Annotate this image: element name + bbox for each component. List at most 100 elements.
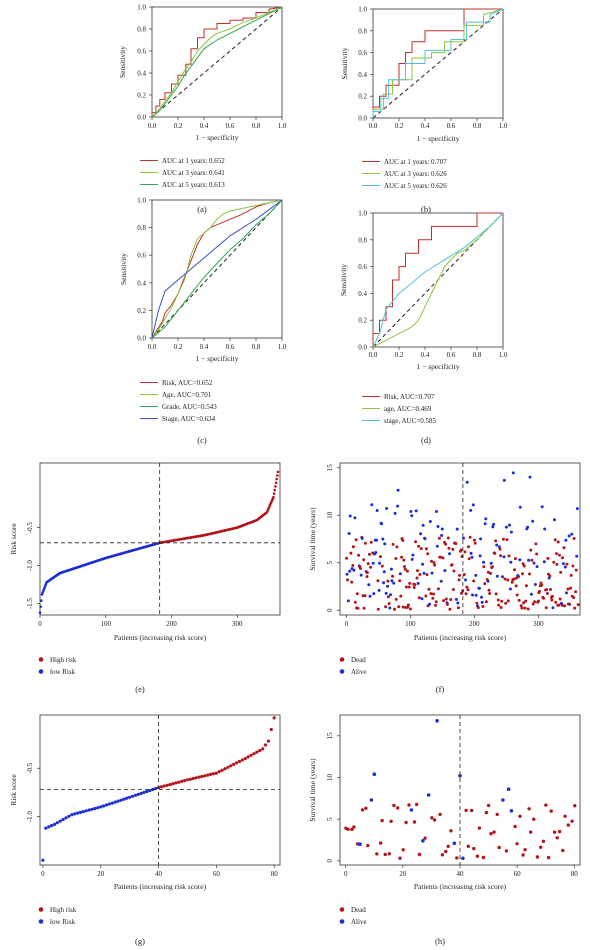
y-tick-label: 0.0: [137, 114, 146, 122]
legend-label: AUC at 5 years: 0.626: [384, 182, 447, 190]
dead-point: [426, 552, 430, 556]
legend-label: Grade, AUC=0.543: [162, 403, 217, 411]
alive-point: [471, 593, 474, 597]
alive-point: [383, 542, 387, 546]
dead-point: [412, 820, 417, 824]
high-risk-point: [246, 755, 250, 759]
dead-point: [558, 597, 562, 601]
x-tick-label: 200: [469, 620, 480, 628]
dead-point: [436, 587, 440, 591]
dead-point: [432, 592, 435, 596]
dead-point: [430, 559, 433, 563]
high-risk-point: [243, 756, 247, 761]
alive-point: [518, 558, 522, 562]
dead-point: [379, 841, 383, 845]
dead-point: [455, 856, 459, 860]
low-risk-point: [90, 807, 94, 811]
alive-point: [377, 588, 381, 592]
low-risk-point: [130, 794, 135, 798]
dead-point: [562, 546, 566, 550]
alive-point: [389, 567, 393, 571]
dead-point: [503, 577, 507, 581]
alive-point: [410, 557, 414, 561]
alive-point: [414, 509, 418, 513]
alive-point: [421, 839, 425, 843]
dead-point: [472, 579, 476, 583]
dead-point: [438, 812, 442, 817]
y-tick-label: 0.6: [358, 263, 367, 271]
dead-point: [561, 848, 565, 853]
dead-point: [498, 547, 502, 551]
dead-point: [555, 552, 558, 556]
panel-g: 0 20 40 60 80 -1.0 -0.5 Patients (increasing ri…: [9, 714, 281, 946]
x-tick-label: 0.4: [421, 351, 430, 359]
low-risk-point: [84, 809, 88, 813]
dead-point: [513, 568, 516, 572]
dead-point: [432, 818, 437, 822]
dead-point: [472, 538, 476, 542]
alive-point: [535, 565, 539, 569]
alive-point: [381, 537, 385, 541]
dead-point: [576, 603, 580, 607]
dead-point: [402, 558, 406, 562]
dead-point: [392, 803, 396, 808]
dead-point: [465, 585, 469, 589]
high-risk-point: [206, 773, 210, 777]
y-tick-label: 15: [326, 464, 334, 472]
dead-point: [400, 555, 404, 559]
panel-d: 0.0 0.2 0.4 0.6 0.8 1.0 0.0 0.2 0.4 0.6 0.8 1.0 1 − …: [339, 210, 508, 446]
alive-point: [474, 593, 478, 597]
high-risk-point: [237, 759, 242, 764]
alive-point: [360, 536, 364, 540]
y-tick-label: -1.0: [26, 560, 34, 572]
alive-point: [436, 525, 440, 528]
dead-point: [555, 836, 559, 840]
x-axis-label: Patients (increasing risk score): [114, 633, 207, 642]
high-risk-point: [269, 727, 273, 732]
roc-curve-1: [372, 212, 503, 347]
dead-point: [386, 595, 390, 599]
dead-point: [549, 809, 553, 813]
x-tick-label: 100: [405, 620, 416, 628]
x-tick-label: 0.0: [148, 343, 157, 351]
alive-point: [452, 841, 457, 846]
legend-label: low Risk: [50, 918, 76, 926]
y-tick-label: 10: [326, 774, 334, 782]
alive-point: [374, 551, 378, 554]
dead-point: [468, 535, 472, 539]
dead-point: [472, 846, 476, 851]
alive-point: [352, 568, 356, 572]
dead-point: [531, 602, 535, 606]
dead-point: [424, 594, 428, 598]
low-risk-point: [76, 811, 80, 815]
legend-label: Risk, AUC=0.652: [162, 379, 213, 387]
x-tick-label: 0.6: [447, 122, 456, 130]
dead-point: [535, 552, 539, 556]
panel-caption: (d): [421, 435, 431, 445]
legend-label: AUC at 1 years: 0.707: [384, 158, 447, 166]
dead-point: [518, 814, 522, 818]
alive-point: [348, 569, 352, 573]
low-risk-point: [142, 790, 146, 795]
alive-point: [345, 572, 349, 576]
low-risk-point: [139, 791, 143, 796]
high-risk-point: [197, 775, 201, 779]
alive-point: [526, 525, 530, 529]
y-axis-label: Sensitivity: [339, 264, 348, 296]
dead-point: [376, 579, 380, 583]
high-risk-point: [232, 762, 236, 767]
roc-curve-3: [372, 8, 504, 118]
dead-point: [482, 565, 486, 569]
dead-point: [484, 600, 488, 604]
dead-point: [566, 587, 570, 591]
dead-point: [515, 842, 519, 846]
dead-point: [535, 855, 540, 859]
high-risk-point: [188, 777, 192, 781]
alive-point: [509, 530, 513, 534]
x-tick-label: 0.0: [369, 351, 378, 359]
alive-point: [533, 583, 537, 586]
dead-point: [524, 584, 528, 588]
x-tick-label: 0.2: [174, 122, 183, 130]
alive-point: [491, 525, 495, 529]
panel-e: 0 100 200 300 -1.5 -1.0 -0.5 Patients (increasi…: [9, 462, 281, 694]
